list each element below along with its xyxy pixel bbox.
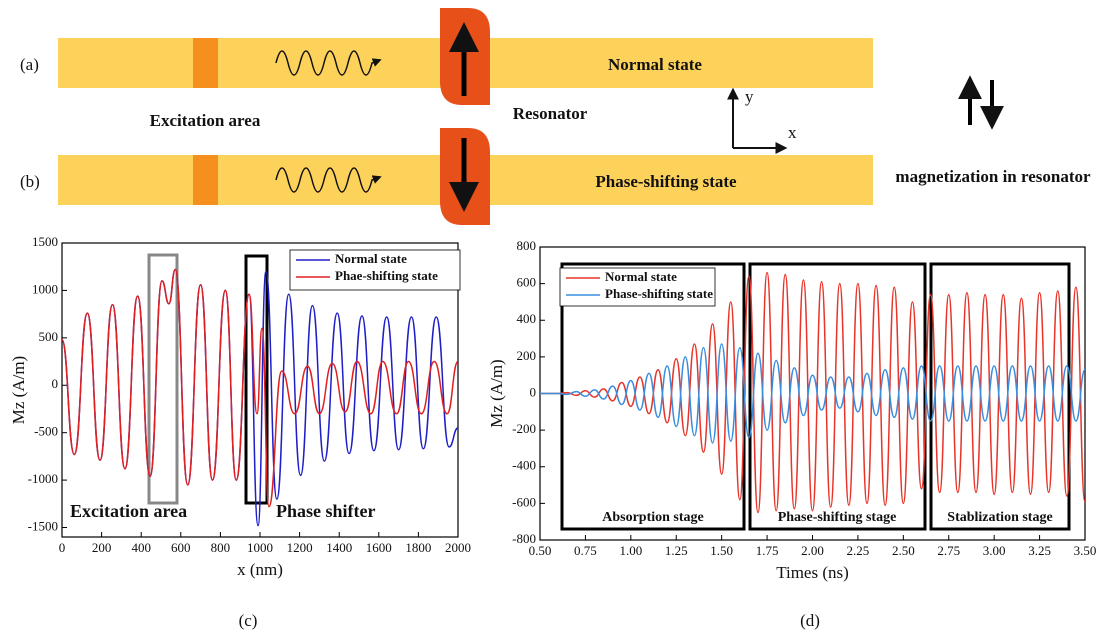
legend-label: Phae-shifting state bbox=[335, 268, 438, 283]
legend-label: Normal state bbox=[335, 251, 407, 266]
x-tick-label: 1800 bbox=[405, 540, 431, 555]
legend-label: Normal state bbox=[605, 269, 677, 284]
y-tick-label: -600 bbox=[512, 494, 536, 509]
label-b: (b) bbox=[20, 172, 40, 191]
normal-label: Normal state bbox=[608, 55, 702, 74]
label-a: (a) bbox=[20, 55, 39, 74]
excitation-a bbox=[193, 38, 218, 88]
excitation-label: Excitation area bbox=[150, 111, 261, 130]
axis-x-label: x bbox=[788, 123, 797, 142]
axis-y-label: y bbox=[745, 87, 754, 106]
x-tick-label: 1200 bbox=[287, 540, 313, 555]
x-tick-label: 0.75 bbox=[574, 543, 597, 558]
x-tick-label: 2000 bbox=[445, 540, 471, 555]
diagram: (a) (b) Normal state Phase-shifting stat… bbox=[20, 8, 1091, 225]
x-axis-label: x (nm) bbox=[237, 560, 283, 579]
y-tick-label: 0 bbox=[530, 384, 537, 399]
data-line bbox=[540, 271, 1085, 514]
x-tick-label: 1.00 bbox=[619, 543, 642, 558]
y-tick-label: -1500 bbox=[28, 519, 58, 534]
x-tick-label: 600 bbox=[171, 540, 191, 555]
phase-shifting-box bbox=[748, 262, 927, 531]
x-tick-label: 1.25 bbox=[665, 543, 688, 558]
excitation-b bbox=[193, 155, 218, 205]
y-tick-label: 1500 bbox=[32, 234, 58, 249]
data-line bbox=[540, 343, 1085, 444]
x-tick-label: 3.25 bbox=[1028, 543, 1051, 558]
y-axis-label: Mz (A/m) bbox=[9, 356, 28, 424]
x-tick-label: 2.00 bbox=[801, 543, 824, 558]
x-tick-label: 200 bbox=[92, 540, 112, 555]
x-tick-label: 1000 bbox=[247, 540, 273, 555]
annotation: Absorption stage bbox=[602, 510, 704, 525]
x-tick-label: 1600 bbox=[366, 540, 392, 555]
annotation: Phase-shifting stage bbox=[778, 510, 897, 525]
x-tick-label: 2.75 bbox=[937, 543, 960, 558]
y-tick-label: -400 bbox=[512, 458, 536, 473]
y-tick-label: 600 bbox=[517, 275, 537, 290]
y-tick-label: 0 bbox=[52, 376, 59, 391]
x-tick-label: 400 bbox=[131, 540, 151, 555]
magnetization-label: magnetization in resonator bbox=[895, 167, 1091, 186]
caption-d: (d) bbox=[800, 611, 820, 630]
x-tick-label: 1.75 bbox=[756, 543, 779, 558]
wave-a bbox=[275, 50, 382, 76]
y-tick-label: 1000 bbox=[32, 281, 58, 296]
data-line bbox=[62, 268, 458, 527]
legend-label: Phase-shifting state bbox=[605, 286, 713, 301]
y-tick-label: -800 bbox=[512, 531, 536, 546]
legend-box bbox=[289, 249, 461, 291]
x-tick-label: 0.50 bbox=[529, 543, 552, 558]
x-axis-label: Times (ns) bbox=[776, 563, 849, 582]
y-tick-label: 400 bbox=[517, 311, 537, 326]
y-tick-label: -500 bbox=[34, 424, 58, 439]
x-tick-label: 2.50 bbox=[892, 543, 915, 558]
x-tick-label: 1400 bbox=[326, 540, 352, 555]
x-tick-label: 800 bbox=[211, 540, 231, 555]
annotation: Phase shifter bbox=[276, 501, 375, 521]
phase-label: Phase-shifting state bbox=[595, 172, 737, 191]
annotation: Stablization stage bbox=[947, 510, 1052, 525]
legend-box bbox=[559, 267, 716, 307]
y-tick-label: -200 bbox=[512, 421, 536, 436]
excitation-box bbox=[147, 253, 179, 505]
x-tick-label: 0 bbox=[59, 540, 66, 555]
x-tick-label: 3.00 bbox=[983, 543, 1006, 558]
y-tick-label: 200 bbox=[517, 348, 537, 363]
x-tick-label: 2.25 bbox=[847, 543, 870, 558]
data-line bbox=[62, 268, 458, 508]
annotation: Excitation area bbox=[70, 501, 187, 521]
y-axis-label: Mz (A/m) bbox=[487, 359, 506, 427]
x-tick-label: 1.50 bbox=[710, 543, 733, 558]
resonator-label: Resonator bbox=[513, 104, 588, 123]
y-tick-label: 800 bbox=[517, 238, 537, 253]
stabilization-box bbox=[929, 262, 1071, 531]
y-tick-label: 500 bbox=[39, 329, 59, 344]
caption-c: (c) bbox=[239, 611, 258, 630]
y-tick-label: -1000 bbox=[28, 471, 58, 486]
wave-b bbox=[275, 167, 382, 193]
x-tick-label: 3.50 bbox=[1074, 543, 1097, 558]
